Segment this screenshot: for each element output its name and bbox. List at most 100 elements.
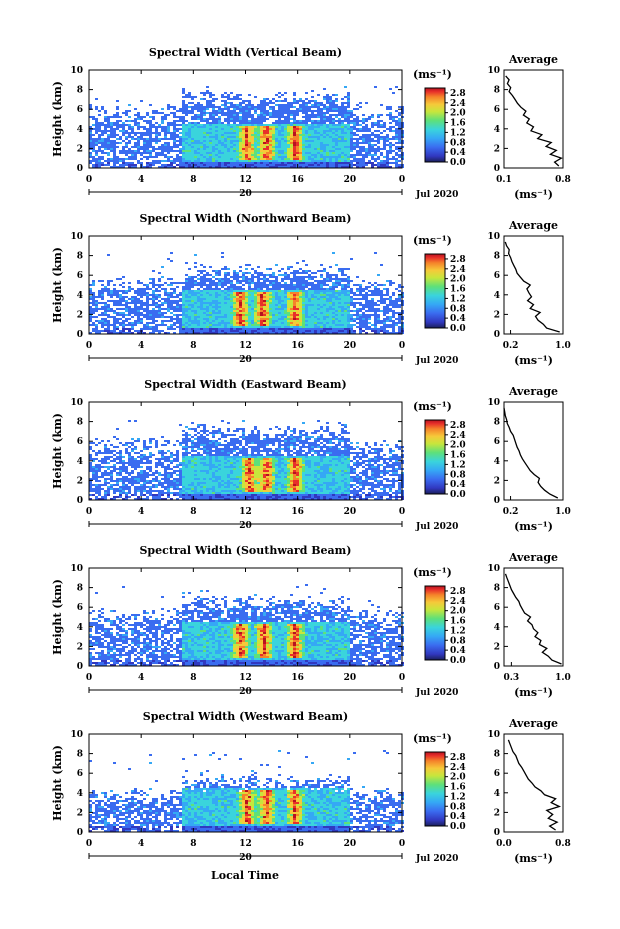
heatmap-cell xyxy=(242,126,245,128)
x-tick-label: 0 xyxy=(86,175,92,185)
heatmap-cell xyxy=(206,136,209,138)
heatmap-cell xyxy=(320,316,323,318)
heatmap-cell xyxy=(101,290,104,292)
heatmap-cell xyxy=(329,134,332,136)
heatmap-cell xyxy=(146,138,149,140)
heatmap-cell xyxy=(200,166,203,168)
heatmap-cell xyxy=(146,318,149,320)
heatmap-cell xyxy=(242,120,245,122)
heatmap-cell xyxy=(335,114,338,116)
heatmap-cell xyxy=(197,290,200,292)
heatmap-cell xyxy=(92,144,95,146)
heatmap-cell xyxy=(236,274,239,276)
heatmap-cell xyxy=(311,302,314,304)
heatmap-cell xyxy=(203,114,206,116)
heatmap-cell xyxy=(341,320,344,322)
heatmap-cell xyxy=(113,294,116,296)
heatmap-cell xyxy=(365,152,368,154)
heatmap-cell xyxy=(203,112,206,114)
heatmap-cell xyxy=(131,310,134,312)
heatmap-cell xyxy=(185,300,188,302)
heatmap-cell xyxy=(194,124,197,126)
heatmap-cell xyxy=(149,326,152,328)
heatmap-cell xyxy=(344,150,347,152)
heatmap-cell xyxy=(158,134,161,136)
heatmap-cell xyxy=(296,110,299,112)
heatmap-cell xyxy=(293,162,296,164)
heatmap-cell xyxy=(284,166,287,168)
average-y-tick-label: 4 xyxy=(494,125,500,135)
heatmap-cell xyxy=(281,274,284,276)
heatmap-cell xyxy=(278,146,281,148)
heatmap-cell xyxy=(233,134,236,136)
heatmap-cell xyxy=(113,310,116,312)
heatmap-cell xyxy=(104,144,107,146)
heatmap-cell xyxy=(263,164,266,166)
heatmap-cell xyxy=(305,308,308,310)
heatmap-cell xyxy=(266,144,269,146)
heatmap-cell xyxy=(347,160,350,162)
heatmap-cell xyxy=(179,324,182,326)
heatmap-cell xyxy=(344,294,347,296)
heatmap-cell xyxy=(146,288,149,290)
heatmap-cell xyxy=(221,290,224,292)
heatmap-cell xyxy=(134,154,137,156)
heatmap-cell xyxy=(251,118,254,120)
heatmap-cell xyxy=(263,130,266,132)
heatmap-cell xyxy=(194,150,197,152)
heatmap-cell xyxy=(359,166,362,168)
heatmap-cell xyxy=(290,318,293,320)
heatmap-cell xyxy=(374,150,377,152)
heatmap-cell xyxy=(329,330,332,332)
heatmap-cell xyxy=(248,140,251,142)
heatmap-cell xyxy=(170,318,173,320)
heatmap-cell xyxy=(278,158,281,160)
heatmap-cell xyxy=(119,294,122,296)
heatmap-cell xyxy=(278,284,281,286)
heatmap-cell xyxy=(392,150,395,152)
heatmap-cell xyxy=(224,124,227,126)
heatmap-cell xyxy=(209,94,212,96)
heatmap-cell xyxy=(245,152,248,154)
heatmap-cell xyxy=(188,150,191,152)
heatmap-cell xyxy=(317,128,320,130)
heatmap-cell xyxy=(254,276,257,278)
heatmap-cell xyxy=(182,158,185,160)
heatmap-cell xyxy=(116,326,119,328)
heatmap-cell xyxy=(227,164,230,166)
heatmap-cell xyxy=(296,262,299,264)
heatmap-cell xyxy=(332,290,335,292)
heatmap-cell xyxy=(332,152,335,154)
heatmap-cell xyxy=(200,144,203,146)
heatmap-cell xyxy=(110,116,113,118)
heatmap-cell xyxy=(224,326,227,328)
heatmap-cell xyxy=(272,148,275,150)
heatmap-cell xyxy=(311,166,314,168)
heatmap-cell xyxy=(284,134,287,136)
heatmap-cell xyxy=(191,154,194,156)
heatmap-cell xyxy=(371,134,374,136)
heatmap-cell xyxy=(236,130,239,132)
heatmap-cell xyxy=(92,302,95,304)
heatmap-cell xyxy=(329,332,332,334)
heatmap-cell xyxy=(275,112,278,114)
heatmap-cell xyxy=(161,138,164,140)
heatmap-cell xyxy=(188,162,191,164)
heatmap-cell xyxy=(266,300,269,302)
heatmap-cell xyxy=(257,142,260,144)
heatmap-cell xyxy=(209,100,212,102)
heatmap-cell xyxy=(194,328,197,330)
heatmap-cell xyxy=(362,154,365,156)
heatmap-cell xyxy=(107,304,110,306)
heatmap-cells xyxy=(89,86,404,168)
heatmap-cell xyxy=(161,146,164,148)
heatmap-cell xyxy=(191,320,194,322)
heatmap-cell xyxy=(191,144,194,146)
heatmap-cell xyxy=(341,120,344,122)
heatmap-cell xyxy=(89,284,92,286)
heatmap-cell xyxy=(125,132,128,134)
heatmap-cell xyxy=(155,160,158,162)
heatmap-cell xyxy=(203,142,206,144)
heatmap-cell xyxy=(119,164,122,166)
heatmap-cell xyxy=(254,308,257,310)
